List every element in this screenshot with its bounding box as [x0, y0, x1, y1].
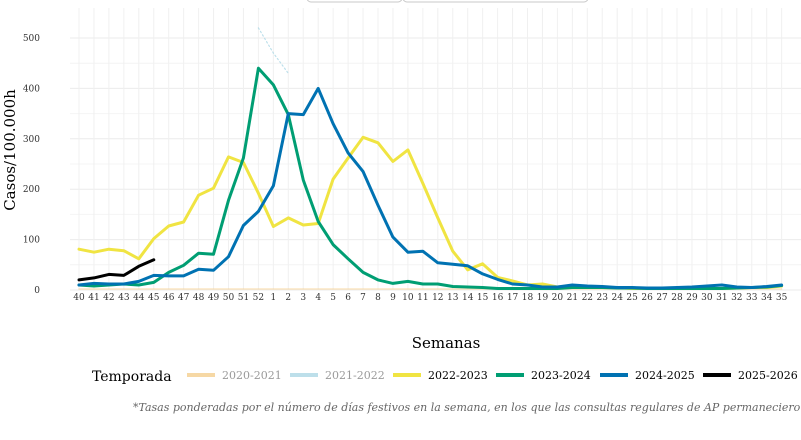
legend-title: Temporada: [92, 369, 172, 385]
x-tick-label: 7: [360, 293, 366, 303]
x-tick-label: 20: [552, 293, 564, 303]
x-tick-label: 11: [417, 293, 428, 303]
toolbar-button-right[interactable]: [402, 0, 589, 3]
toolbar-button-left[interactable]: [306, 0, 403, 3]
series-line-2024-2025: [77, 86, 784, 290]
series-line-2025-2026: [77, 258, 156, 282]
x-tick-label: 48: [193, 293, 205, 303]
x-tick-label: 13: [447, 293, 459, 303]
x-tick-label: 6: [345, 293, 351, 303]
y-tick-label: 200: [23, 185, 40, 195]
x-tick-label: 2: [285, 293, 291, 303]
x-tick-label: 19: [537, 293, 549, 303]
series-lines: [77, 27, 784, 290]
x-tick-label: 52: [253, 293, 264, 303]
gridlines: [70, 8, 801, 291]
y-axis-label: Casos/100.000h: [1, 89, 19, 211]
x-tick-label: 43: [118, 293, 130, 303]
x-tick-label: 51: [238, 293, 249, 303]
x-tick-label: 9: [390, 293, 396, 303]
y-tick-label: 300: [23, 135, 40, 145]
x-tick-label: 21: [567, 293, 578, 303]
x-tick-label: 31: [716, 293, 727, 303]
legend: Temporada 2020-2021 2021-2022 2022-2023 202…: [92, 369, 798, 385]
x-tick-label: 4: [315, 293, 321, 303]
x-tick-label: 17: [507, 293, 519, 303]
legend-label-2025-2026: 2025-2026: [738, 369, 798, 382]
x-tick-label: 45: [148, 293, 160, 303]
x-tick-label: 10: [402, 293, 414, 303]
x-tick-label: 49: [208, 293, 220, 303]
x-tick-label: 22: [582, 293, 593, 303]
x-tick-label: 24: [611, 293, 623, 303]
x-axis-ticks: 40 41 42 43 44 45 46 47 48 49 50 51 52 1 2 3 4 5 6 7 8 9 10 11 1…: [73, 293, 787, 303]
x-tick-label: 12: [432, 293, 443, 303]
x-tick-label: 27: [656, 293, 668, 303]
x-tick-label: 15: [477, 293, 489, 303]
x-tick-label: 35: [776, 293, 788, 303]
y-tick-label: 400: [23, 84, 40, 94]
x-tick-label: 40: [73, 293, 85, 303]
legend-label-2023-2024: 2023-2024: [531, 369, 591, 382]
x-tick-label: 29: [686, 293, 698, 303]
x-tick-label: 34: [761, 293, 773, 303]
x-tick-label: 44: [133, 293, 145, 303]
y-tick-label: 0: [34, 286, 40, 296]
x-tick-label: 14: [462, 293, 474, 303]
x-tick-label: 23: [597, 293, 609, 303]
x-tick-label: 16: [492, 293, 504, 303]
x-tick-label: 18: [522, 293, 534, 303]
x-tick-label: 42: [103, 293, 114, 303]
legend-label-2021-2022: 2021-2022: [325, 369, 385, 382]
y-axis-ticks: 0 100 200 300 400 500: [23, 34, 40, 296]
x-tick-label: 46: [163, 293, 175, 303]
footnote: *Tasas ponderadas por el número de días …: [133, 401, 801, 414]
legend-label-2024-2025: 2024-2025: [635, 369, 695, 382]
y-tick-label: 100: [23, 236, 40, 246]
x-tick-label: 30: [701, 293, 713, 303]
x-tick-label: 33: [746, 293, 758, 303]
legend-label-2020-2021: 2020-2021: [222, 369, 282, 382]
x-tick-label: 5: [330, 293, 336, 303]
x-tick-label: 25: [626, 293, 638, 303]
x-tick-label: 47: [178, 293, 190, 303]
x-tick-label: 32: [731, 293, 742, 303]
series-line-2021-2022: [257, 27, 289, 74]
x-tick-label: 50: [223, 293, 235, 303]
x-tick-label: 28: [671, 293, 683, 303]
x-axis-label: Semanas: [412, 334, 481, 352]
x-tick-label: 1: [270, 293, 276, 303]
x-tick-label: 3: [300, 293, 306, 303]
x-tick-label: 26: [641, 293, 653, 303]
x-tick-label: 41: [88, 293, 99, 303]
y-tick-label: 500: [23, 34, 40, 44]
x-tick-label: 8: [375, 293, 381, 303]
legend-label-2022-2023: 2022-2023: [428, 369, 488, 382]
